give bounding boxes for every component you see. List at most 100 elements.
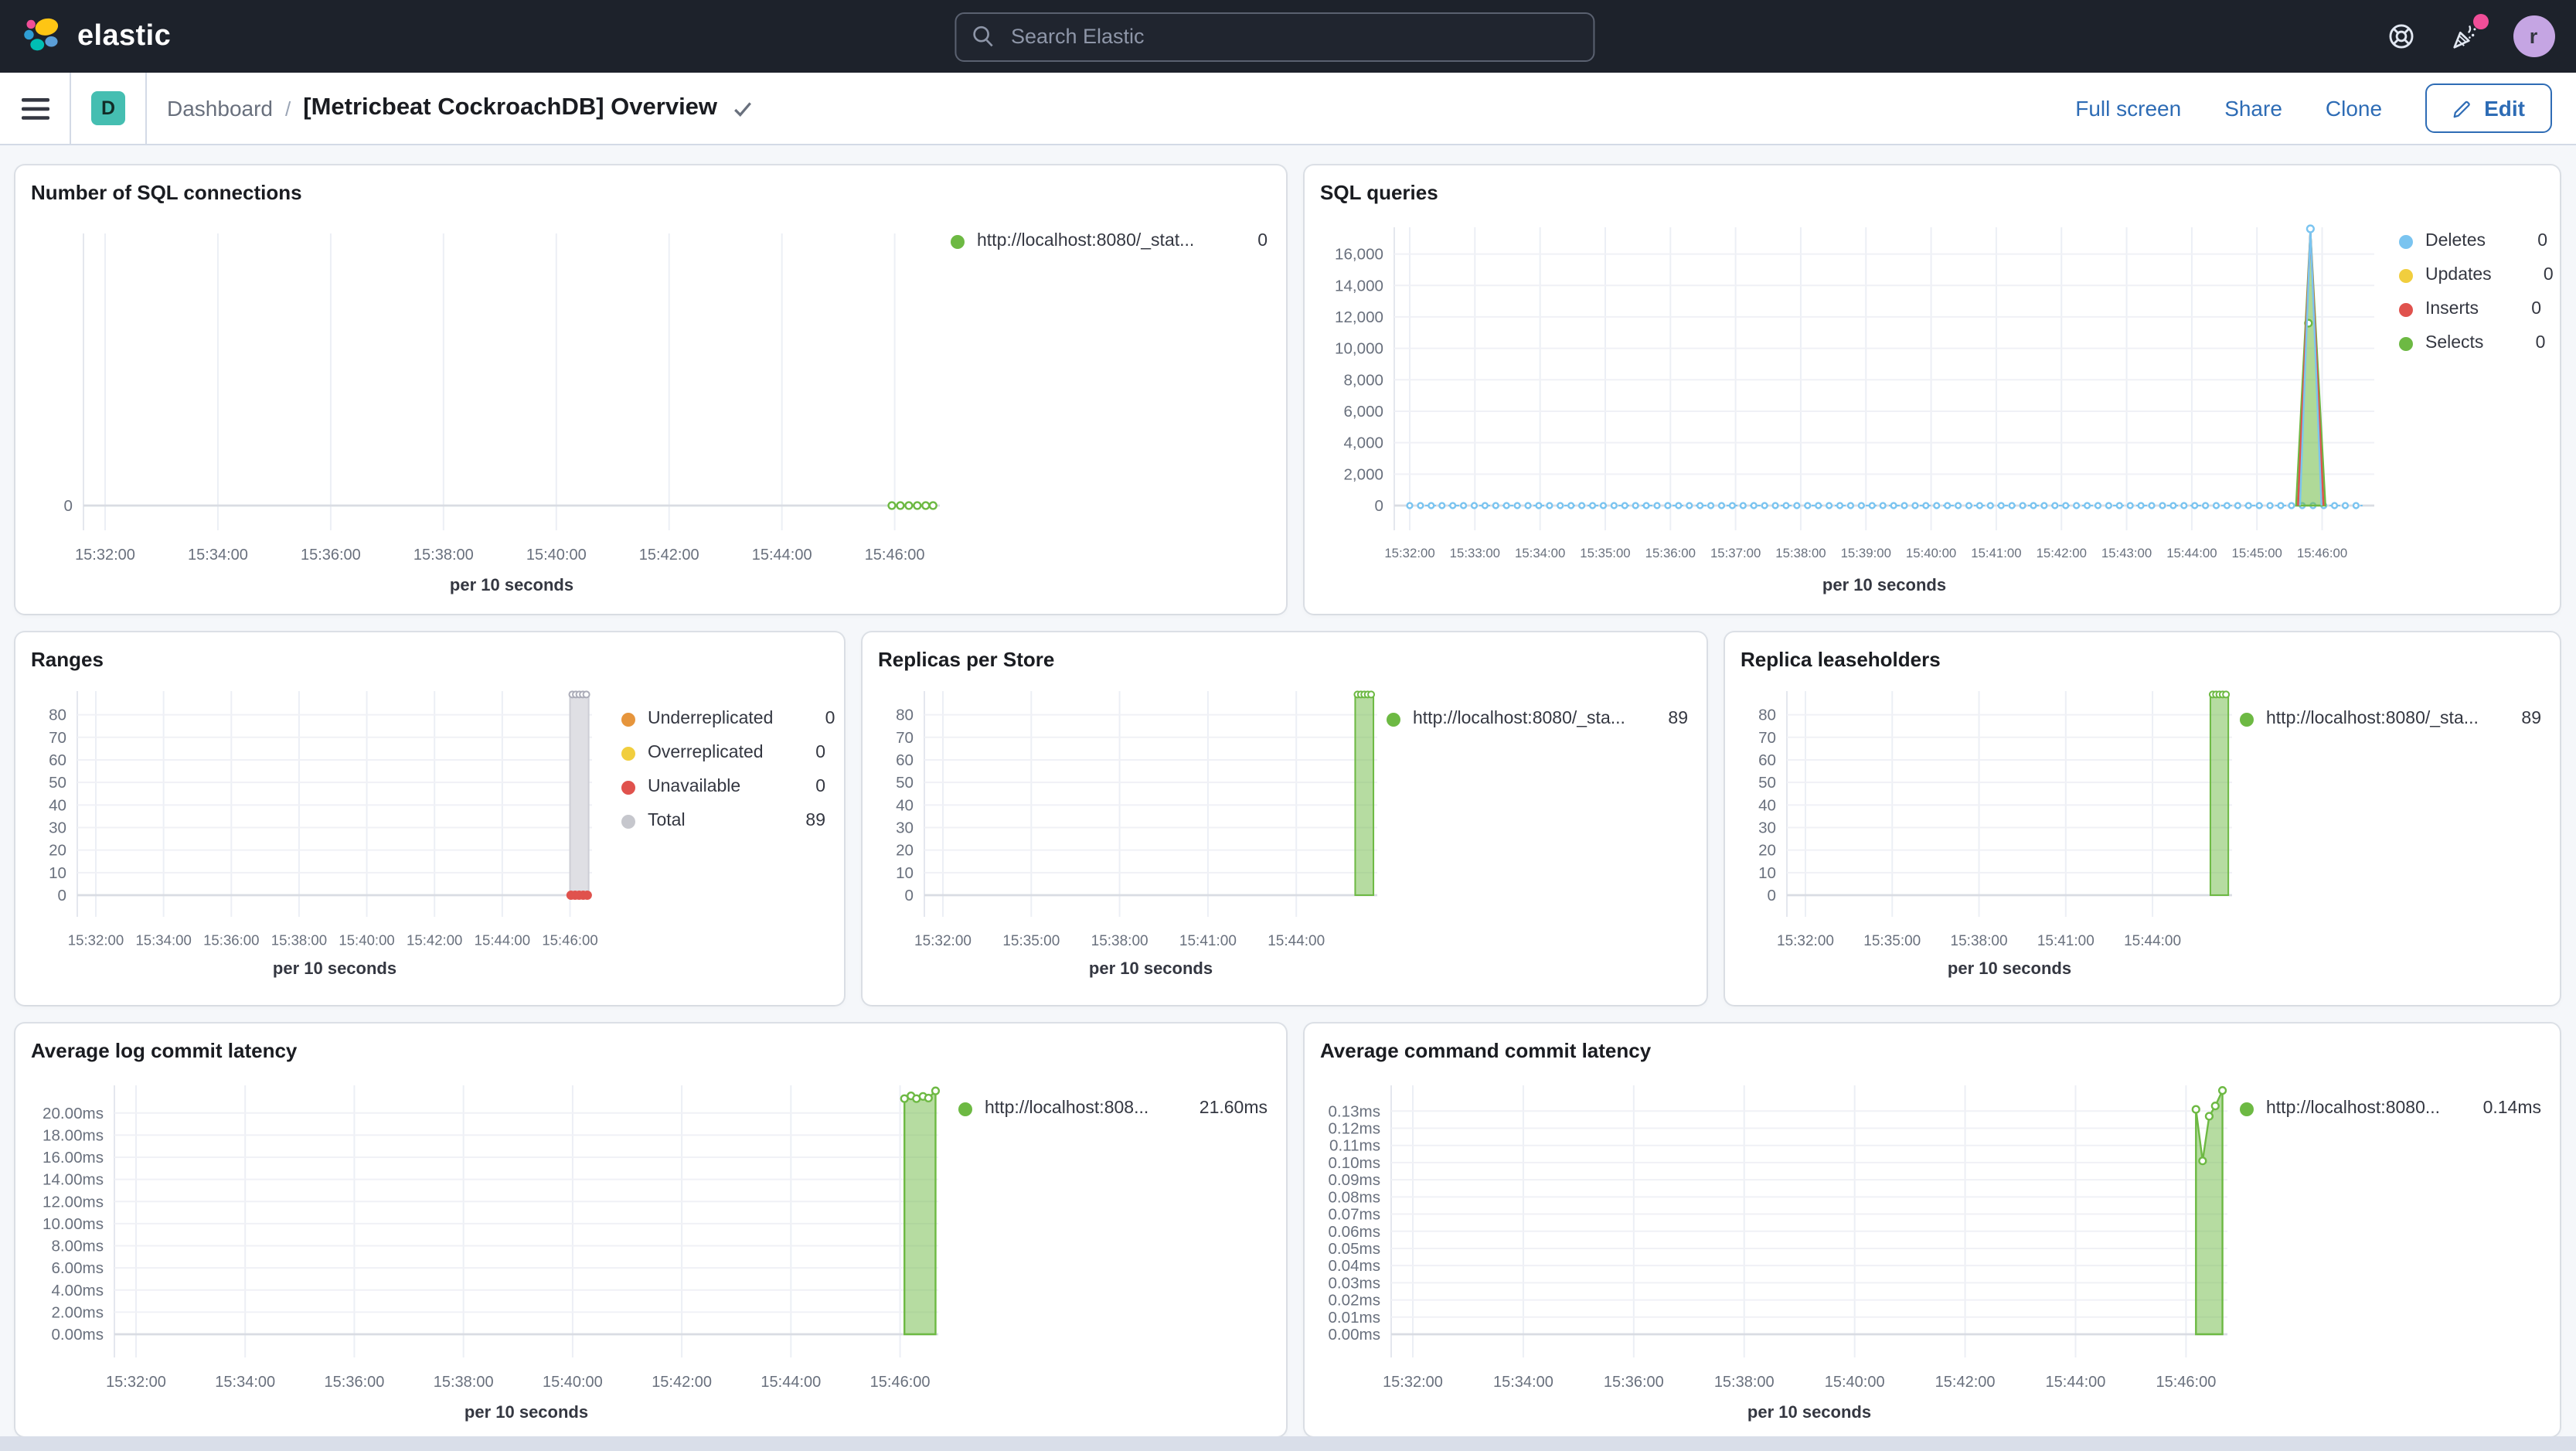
panel-title[interactable]: Replicas per Store bbox=[878, 648, 1055, 671]
svg-text:0: 0 bbox=[1375, 497, 1383, 515]
svg-text:30: 30 bbox=[896, 819, 914, 836]
panel-title[interactable]: SQL queries bbox=[1320, 181, 1438, 204]
legend-item[interactable]: http://localhost:8080/_sta... 89 bbox=[2240, 710, 2541, 728]
svg-text:15:42:00: 15:42:00 bbox=[2037, 546, 2087, 560]
chart-legend: Deletes 0 Updates 0 Inserts 0 Selects 0 bbox=[2399, 209, 2554, 368]
legend-label: http://localhost:8080/_sta... bbox=[1413, 710, 1625, 728]
legend-item[interactable]: http://localhost:8080/_stat... 0 bbox=[951, 232, 1268, 250]
panel-average-command-commit-latency: Average command commit latency 15:32:00 1… bbox=[1305, 1024, 2560, 1436]
svg-text:15:43:00: 15:43:00 bbox=[2101, 546, 2152, 560]
panel-title[interactable]: Average command commit latency bbox=[1320, 1039, 1652, 1062]
replicas-per-store-chart[interactable]: 15:32:00 15:35:00 15:38:00 15:41:00 15:44:00… bbox=[875, 676, 1385, 982]
panel-title[interactable]: Ranges bbox=[31, 648, 104, 671]
legend-item[interactable]: Updates 0 bbox=[2399, 266, 2554, 284]
share-button[interactable]: Share bbox=[2224, 96, 2282, 121]
svg-text:15:32:00: 15:32:00 bbox=[1384, 546, 1434, 560]
svg-text:per 10 seconds: per 10 seconds bbox=[273, 959, 396, 978]
svg-text:15:40:00: 15:40:00 bbox=[526, 547, 587, 564]
svg-text:15:34:00: 15:34:00 bbox=[1515, 546, 1565, 560]
svg-text:60: 60 bbox=[896, 751, 914, 769]
life-ring-icon bbox=[2388, 24, 2413, 49]
panel-title[interactable]: Average log commit latency bbox=[31, 1039, 298, 1062]
svg-text:15:32:00: 15:32:00 bbox=[68, 932, 124, 949]
svg-text:15:32:00: 15:32:00 bbox=[75, 547, 135, 564]
legend-item[interactable]: Overreplicated 0 bbox=[621, 744, 825, 762]
panel-title[interactable]: Number of SQL connections bbox=[31, 181, 302, 204]
search-bar[interactable] bbox=[955, 12, 1595, 61]
series-color-dot bbox=[621, 712, 635, 726]
svg-text:12.00ms: 12.00ms bbox=[43, 1193, 104, 1211]
svg-text:15:38:00: 15:38:00 bbox=[413, 547, 474, 564]
panel-title[interactable]: Replica leaseholders bbox=[1741, 648, 1941, 671]
ranges-chart[interactable]: 15:32:00 15:34:00 15:36:00 15:38:00 15:40:00… bbox=[28, 676, 600, 982]
svg-text:per 10 seconds: per 10 seconds bbox=[450, 575, 573, 594]
svg-text:8.00ms: 8.00ms bbox=[51, 1238, 104, 1255]
elastic-home-link[interactable]: elastic bbox=[22, 15, 171, 57]
svg-text:15:45:00: 15:45:00 bbox=[2232, 546, 2282, 560]
svg-text:15:38:00: 15:38:00 bbox=[1091, 933, 1148, 949]
svg-text:2.00ms: 2.00ms bbox=[51, 1303, 104, 1321]
svg-text:per 10 seconds: per 10 seconds bbox=[1822, 575, 1946, 594]
svg-text:0.11ms: 0.11ms bbox=[1329, 1137, 1380, 1155]
svg-text:80: 80 bbox=[896, 707, 914, 724]
newsfeed-button[interactable] bbox=[2449, 14, 2488, 51]
chart-legend: http://localhost:8080... 0.14ms bbox=[2240, 1067, 2547, 1133]
legend-value: 0 bbox=[815, 778, 825, 796]
dashboard-row-2: Ranges 15:32:00 15:34:00 15:36:00 15:38:00 1… bbox=[15, 632, 2561, 1005]
help-button[interactable] bbox=[2386, 22, 2415, 51]
sql-connections-chart[interactable]: 15:32:00 15:34:00 15:36:00 15:38:00 15:40:00… bbox=[28, 209, 948, 598]
legend-item[interactable]: http://localhost:808... 21.60ms bbox=[958, 1099, 1268, 1118]
legend-item[interactable]: Unavailable 0 bbox=[621, 778, 825, 796]
svg-text:16,000: 16,000 bbox=[1335, 246, 1383, 264]
series-color-dot bbox=[2399, 234, 2413, 248]
svg-text:15:37:00: 15:37:00 bbox=[1710, 546, 1761, 560]
avg-command-commit-latency-chart[interactable]: 15:32:00 15:34:00 15:36:00 15:38:00 15:40:00… bbox=[1317, 1067, 2237, 1425]
svg-text:15:42:00: 15:42:00 bbox=[1935, 1374, 1996, 1391]
svg-text:0.01ms: 0.01ms bbox=[1328, 1309, 1380, 1327]
top-nav: elastic bbox=[0, 0, 2576, 73]
svg-text:0: 0 bbox=[905, 887, 914, 904]
svg-text:15:33:00: 15:33:00 bbox=[1450, 546, 1500, 560]
brand-name: elastic bbox=[77, 19, 172, 52]
legend-item[interactable]: Inserts 0 bbox=[2399, 300, 2541, 318]
page-bottom-edge bbox=[0, 1436, 2576, 1451]
svg-text:15:34:00: 15:34:00 bbox=[1493, 1374, 1553, 1391]
svg-text:15:44:00: 15:44:00 bbox=[475, 932, 530, 949]
dashboard-row-3: Average log commit latency 15:32:00 15:34… bbox=[15, 1024, 2561, 1436]
chart-legend: http://localhost:8080/_sta... 89 bbox=[1387, 676, 1694, 744]
menu-icon[interactable] bbox=[22, 97, 49, 120]
legend-item[interactable]: http://localhost:8080... 0.14ms bbox=[2240, 1099, 2541, 1118]
legend-item[interactable]: http://localhost:8080/_sta... 89 bbox=[1387, 710, 1688, 728]
legend-item[interactable]: Total 89 bbox=[621, 812, 825, 830]
badge-letter: D bbox=[100, 97, 116, 119]
svg-text:15:36:00: 15:36:00 bbox=[325, 1374, 385, 1391]
svg-text:15:38:00: 15:38:00 bbox=[434, 1374, 494, 1391]
svg-text:15:46:00: 15:46:00 bbox=[2156, 1374, 2216, 1391]
search-icon bbox=[973, 26, 994, 47]
sql-queries-chart[interactable]: 15:32:00 15:33:00 15:34:00 15:35:00 15:36:00… bbox=[1317, 209, 2384, 598]
clone-button[interactable]: Clone bbox=[2325, 96, 2383, 121]
svg-text:per 10 seconds: per 10 seconds bbox=[1948, 959, 2071, 978]
legend-item[interactable]: Selects 0 bbox=[2399, 334, 2545, 353]
replica-leaseholders-chart[interactable]: 15:32:00 15:35:00 15:38:00 15:41:00 15:44:00… bbox=[1737, 676, 2240, 982]
legend-item[interactable]: Underreplicated 0 bbox=[621, 710, 835, 728]
svg-text:20.00ms: 20.00ms bbox=[43, 1105, 104, 1122]
svg-text:0.02ms: 0.02ms bbox=[1328, 1292, 1380, 1310]
search-input[interactable] bbox=[1007, 23, 1578, 49]
svg-text:15:32:00: 15:32:00 bbox=[1777, 933, 1834, 949]
user-avatar[interactable]: r bbox=[2513, 15, 2554, 57]
panel-ranges: Ranges 15:32:00 15:34:00 15:36:00 15:38:00 1… bbox=[15, 632, 844, 1005]
notification-dot bbox=[2472, 14, 2488, 29]
svg-text:50: 50 bbox=[896, 774, 914, 792]
avg-log-commit-latency-chart[interactable]: 15:32:00 15:34:00 15:36:00 15:38:00 15:40:00… bbox=[28, 1067, 948, 1425]
full-screen-button[interactable]: Full screen bbox=[2075, 96, 2182, 121]
series-color-dot bbox=[2399, 268, 2413, 282]
breadcrumb-dashboard[interactable]: Dashboard bbox=[167, 96, 273, 121]
edit-button[interactable]: Edit bbox=[2425, 83, 2551, 133]
svg-text:15:44:00: 15:44:00 bbox=[2124, 933, 2181, 949]
legend-item[interactable]: Deletes 0 bbox=[2399, 232, 2547, 250]
svg-text:70: 70 bbox=[1758, 729, 1776, 747]
svg-text:50: 50 bbox=[49, 774, 66, 792]
page-title[interactable]: [Metricbeat CockroachDB] Overview bbox=[303, 94, 718, 121]
svg-text:0: 0 bbox=[64, 497, 73, 515]
